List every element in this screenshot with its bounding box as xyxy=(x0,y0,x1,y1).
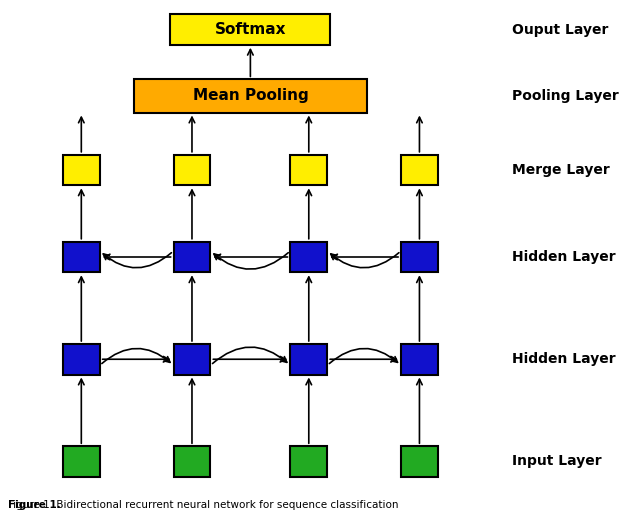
FancyBboxPatch shape xyxy=(134,79,367,113)
Text: Figure 1. Bidirectional recurrent neural network for sequence classification: Figure 1. Bidirectional recurrent neural… xyxy=(8,500,398,510)
Text: Softmax: Softmax xyxy=(214,22,286,37)
Text: Mean Pooling: Mean Pooling xyxy=(193,88,308,103)
Text: Ouput Layer: Ouput Layer xyxy=(511,23,608,36)
FancyBboxPatch shape xyxy=(170,14,330,45)
FancyBboxPatch shape xyxy=(291,344,327,375)
FancyBboxPatch shape xyxy=(63,242,100,272)
FancyBboxPatch shape xyxy=(63,155,100,186)
FancyBboxPatch shape xyxy=(401,344,438,375)
FancyBboxPatch shape xyxy=(173,446,211,477)
FancyBboxPatch shape xyxy=(291,242,327,272)
FancyBboxPatch shape xyxy=(401,242,438,272)
FancyBboxPatch shape xyxy=(173,242,211,272)
Text: Hidden Layer: Hidden Layer xyxy=(511,250,615,264)
Text: Hidden Layer: Hidden Layer xyxy=(511,352,615,366)
FancyBboxPatch shape xyxy=(401,155,438,186)
FancyBboxPatch shape xyxy=(291,446,327,477)
Text: Figure 1.: Figure 1. xyxy=(8,500,60,510)
Text: Merge Layer: Merge Layer xyxy=(511,163,609,177)
Text: Input Layer: Input Layer xyxy=(511,454,602,468)
FancyBboxPatch shape xyxy=(173,155,211,186)
Text: Pooling Layer: Pooling Layer xyxy=(511,89,618,103)
FancyBboxPatch shape xyxy=(173,344,211,375)
FancyBboxPatch shape xyxy=(63,344,100,375)
FancyBboxPatch shape xyxy=(401,446,438,477)
FancyBboxPatch shape xyxy=(63,446,100,477)
FancyBboxPatch shape xyxy=(291,155,327,186)
